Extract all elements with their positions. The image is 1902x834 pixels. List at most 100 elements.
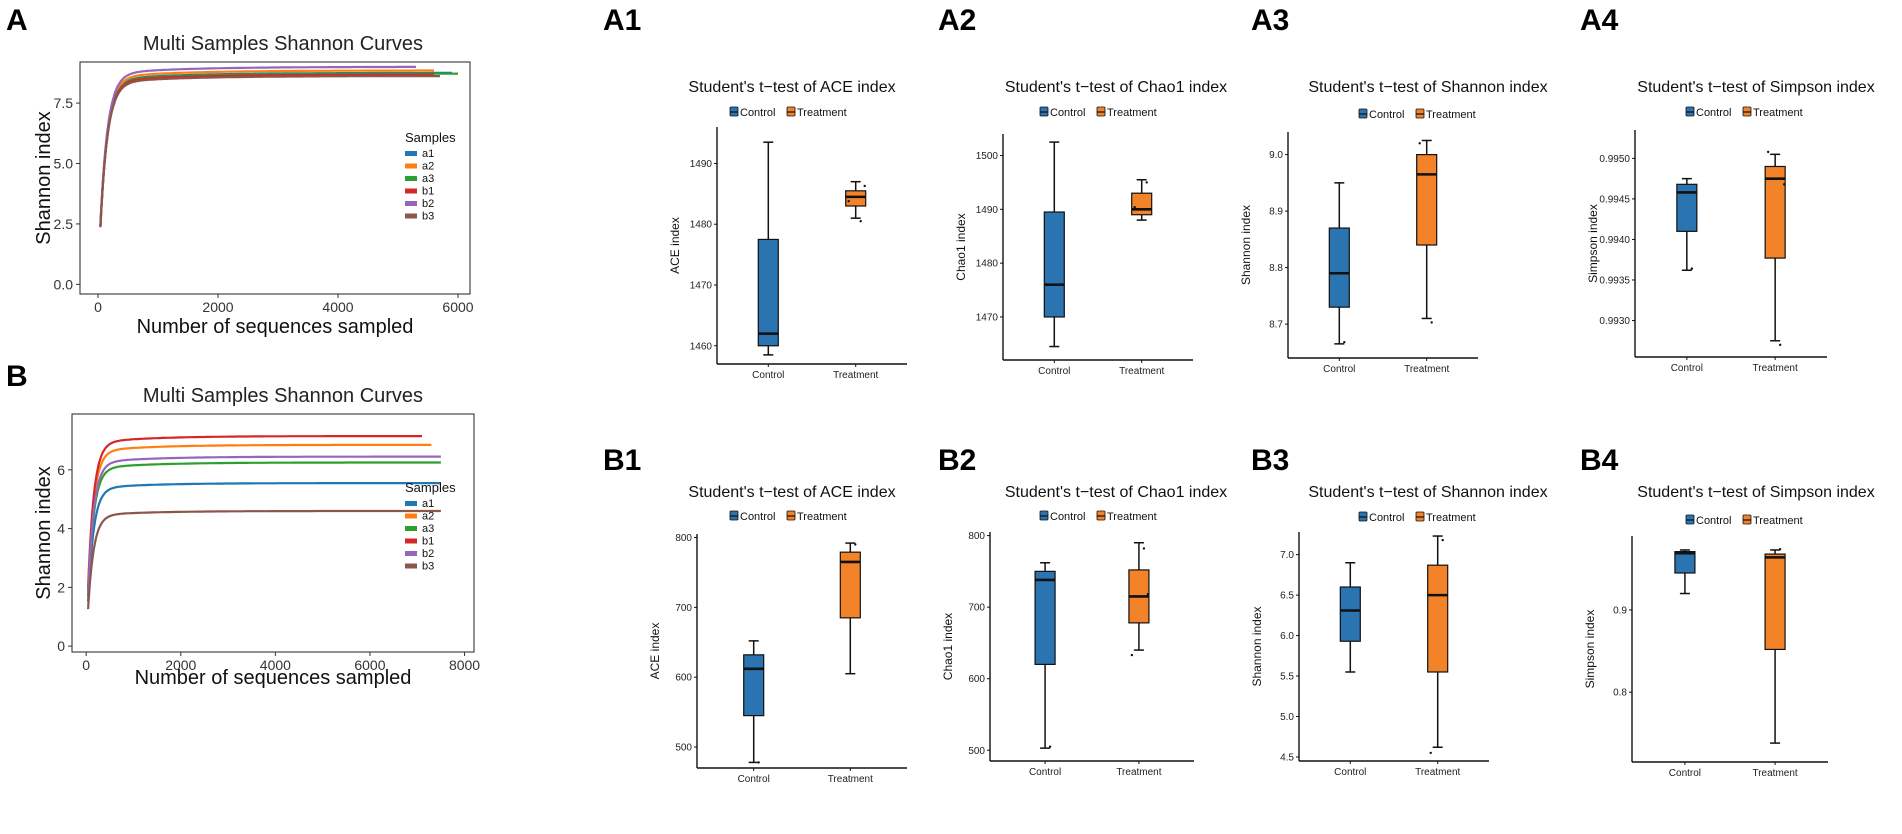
data-point [847, 199, 850, 203]
data-point [1778, 547, 1782, 551]
y-tick-label: 1470 [690, 281, 713, 292]
x-tick-label: 0 [82, 657, 90, 673]
box-control [1674, 551, 1696, 574]
panel-a3: A3 Student's t−test of Shannon index Contr… [1239, 4, 1548, 375]
plot-frame [79, 61, 471, 295]
y-tick-label: 5.5 [1280, 672, 1294, 683]
y-tick-label: 8.9 [1269, 207, 1283, 218]
y-axis-label: Shannon index [1250, 606, 1264, 686]
data-point [1430, 321, 1433, 324]
legend-label: a3 [422, 523, 434, 535]
panel-letter: B2 [938, 444, 976, 477]
panel-letter: A3 [1251, 4, 1289, 37]
panel-b2: B2 Student's t−test of Chao1 index Control… [938, 444, 1227, 778]
data-point [1142, 547, 1146, 550]
x-tick-label: Treatment [1752, 768, 1797, 779]
y-tick-label: 5.0 [1280, 712, 1294, 723]
panel-letter: A1 [603, 4, 641, 37]
y-tick-label: 600 [968, 674, 985, 685]
series-line-b1 [87, 435, 422, 589]
data-point [1130, 653, 1134, 657]
x-tick-label: 2000 [165, 657, 196, 673]
data-point [854, 543, 857, 546]
panel-letter: B1 [603, 444, 641, 477]
y-tick-label: 700 [675, 603, 692, 614]
x-tick-label: Treatment [1119, 366, 1164, 377]
data-point [1343, 340, 1346, 344]
panel-b1: B1 Student's t−test of ACE index Control Tr… [603, 444, 907, 785]
legend-label: b1 [422, 186, 434, 198]
y-tick-label: 7.5 [54, 95, 74, 111]
y-axis-label: Simpson index [1583, 610, 1597, 689]
y-tick-label: 0.9950 [1599, 154, 1630, 165]
x-tick-label: Control [1669, 768, 1701, 779]
y-tick-label: 0 [57, 638, 65, 654]
series-line-a1 [87, 482, 441, 602]
y-axis-label: ACE index [668, 217, 682, 274]
chart-title: Student's t−test of ACE index [688, 484, 895, 501]
legend-label-control: Control [1050, 107, 1085, 119]
y-tick-label: 1490 [690, 159, 713, 170]
data-point [1782, 183, 1786, 186]
legend-key-a3 [405, 176, 417, 181]
y-axis-label: Simpson index [1586, 204, 1600, 283]
y-tick-label: 0.9930 [1599, 316, 1630, 327]
data-point [1441, 538, 1444, 542]
data-point [1766, 150, 1770, 154]
y-tick-label: 0.0 [54, 276, 74, 292]
legend-label: b3 [422, 561, 434, 573]
legend-label-treatment: Treatment [1753, 107, 1803, 119]
data-point [859, 219, 862, 223]
x-tick-label: Treatment [833, 370, 878, 381]
box-control [757, 238, 779, 347]
legend-label-control: Control [1369, 512, 1404, 524]
chart-title: Student's t−test of Shannon index [1308, 484, 1547, 501]
chart-title: Student's t−test of ACE index [688, 79, 895, 96]
x-tick-label: Treatment [1753, 363, 1798, 374]
y-tick-label: 0.9945 [1599, 194, 1630, 205]
y-tick-label: 4 [57, 521, 65, 537]
y-tick-label: 1490 [976, 205, 999, 216]
y-tick-label: 800 [675, 533, 692, 544]
y-tick-label: 2.5 [54, 216, 74, 232]
panel-letter: A4 [1580, 4, 1619, 37]
y-tick-label: 1480 [690, 220, 713, 231]
legend-label: b1 [422, 536, 434, 548]
y-tick-label: 800 [968, 531, 985, 542]
y-tick-label: 1480 [976, 259, 999, 270]
legend-key-b3 [405, 213, 417, 219]
legend-label-treatment: Treatment [797, 511, 847, 523]
panel-a4: A4 Student's t−test of Simpson index Contr… [1580, 4, 1875, 374]
legend-label-treatment: Treatment [1753, 515, 1803, 527]
x-tick-label: Control [738, 774, 770, 785]
legend-label-control: Control [1369, 109, 1404, 121]
series-line-b2 [99, 65, 416, 225]
y-axis-label: Shannon index [33, 111, 55, 244]
y-axis-label: Shannon index [1239, 205, 1253, 285]
y-tick-label: 0.9940 [1599, 235, 1630, 246]
x-tick-label: Treatment [1116, 767, 1161, 778]
chart-title: Multi Samples Shannon Curves [143, 385, 423, 407]
legend-label: b3 [422, 211, 434, 223]
series-line-b2 [87, 455, 441, 595]
x-tick-label: Treatment [828, 774, 873, 785]
x-tick-label: 6000 [354, 657, 385, 673]
y-axis-label: Chao1 index [954, 213, 968, 280]
series-line-a2 [99, 69, 434, 226]
panel-letter: B4 [1580, 444, 1619, 477]
legend-label: a2 [422, 161, 434, 173]
panel-a2: A2 Student's t−test of Chao1 index Control… [938, 4, 1227, 377]
box-treatment [1764, 553, 1786, 651]
y-tick-label: 0.9 [1613, 605, 1627, 616]
y-tick-label: 1500 [976, 151, 999, 162]
y-tick-label: 500 [675, 743, 692, 754]
legend-key-a2 [405, 163, 417, 169]
legend-label-control: Control [740, 511, 775, 523]
data-point [1058, 283, 1061, 286]
legend-key-a1 [405, 501, 417, 506]
x-tick-label: 4000 [322, 299, 353, 315]
panel-letter: A2 [938, 4, 976, 37]
y-axis-label: Chao1 index [941, 613, 955, 680]
